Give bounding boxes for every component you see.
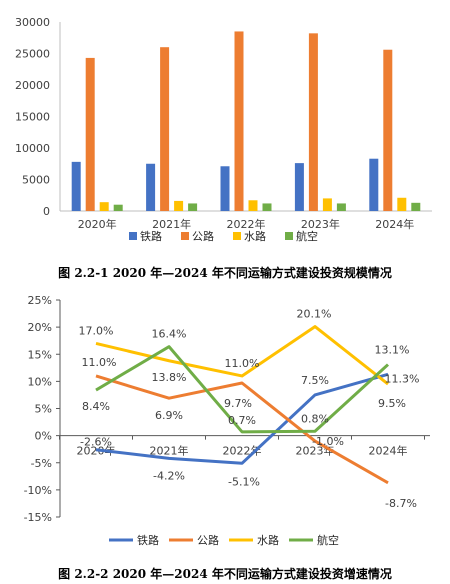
y-tick-label: 0% [35,430,52,443]
bar-水路-2020年 [99,202,109,211]
bar-公路-2022年 [234,31,244,212]
data-label-公路: 6.9% [155,409,183,422]
y-tick-label: 0 [43,205,50,218]
bar-铁路-2021年 [146,163,156,211]
y-tick-label: 15000 [15,111,50,124]
bar-水路-2021年 [174,200,184,211]
data-label-航空: 0.8% [301,412,329,425]
legend-label-公路: 公路 [197,534,219,547]
bar-水路-2022年 [248,200,258,211]
legend-label-铁路: 铁路 [137,534,159,547]
investment-growth-line-chart: -15%-10%-5%0%5%10%15%20%25%2020年 2021年 202… [24,294,430,547]
legend-swatch-公路 [181,232,189,240]
y-tick-label: -10% [24,484,52,497]
line-航空 [95,345,390,434]
x-tick-label: 2022年 [227,217,266,231]
bar-水路-2024年 [397,197,407,211]
bar-航空-2023年 [336,203,346,211]
figure-2-caption: 图 2.2-2 2020 年—2024 年不同运输方式建设投资增速情况 [58,567,392,581]
data-label-水路: 20.1% [297,308,332,321]
x-tick-label: 2024年 [369,444,408,458]
bar-航空-2022年 [262,203,272,211]
legend-label-航空: 航空 [296,229,318,243]
bar-公路-2021年 [160,47,170,212]
line-铁路 [95,372,389,465]
data-label-公路: 9.7% [224,397,252,410]
data-label-航空: 0.7% [228,414,256,427]
y-tick-label: 20000 [15,79,50,92]
y-tick-label: 15% [28,348,52,361]
x-tick-label: 2021年 [152,217,191,231]
x-tick-label: 2024年 [375,217,414,231]
data-label-公路: -8.7% [385,497,417,510]
bar-铁路-2022年 [220,166,230,211]
data-label-航空: 16.4% [152,328,187,341]
legend-label-水路: 水路 [257,534,279,547]
bar-航空-2024年 [411,202,421,211]
data-label-航空: 8.4% [82,400,110,413]
data-label-水路: 13.8% [152,371,187,384]
y-tick-label: 25% [28,294,52,307]
legend-label-公路: 公路 [192,230,214,243]
data-label-水路: 11.0% [225,357,260,370]
legend-label-水路: 水路 [244,230,266,243]
bar-铁路-2024年 [369,158,379,211]
x-tick-label: 2023年 [301,217,340,231]
y-tick-label: -5% [31,457,52,470]
bar-铁路-2023年 [294,163,304,211]
figure-1-caption: 图 2.2-1 2020 年—2024 年不同运输方式建设投资规模情况 [58,266,392,280]
y-tick-label: 10000 [15,142,50,155]
line-水路 [95,325,389,386]
y-tick-label: 25000 [15,48,50,61]
y-tick-label: 5000 [22,174,50,187]
data-label-铁路: 7.5% [301,374,329,387]
bar-铁路-2020年 [71,161,81,211]
y-tick-label: 30000 [15,16,50,29]
bar-航空-2021年 [188,203,198,211]
data-label-铁路: -5.1% [228,475,260,488]
x-tick-label: 2021年 [150,444,189,458]
data-label-公路: 11.0% [82,356,117,369]
y-tick-label: 5% [35,403,52,416]
data-label-航空: 13.1% [375,344,410,357]
data-label-水路: 17.0% [79,324,114,337]
data-label-铁路: -4.2% [153,469,185,482]
legend-swatch-水路 [233,232,241,240]
data-label-铁路: 11.3% [385,372,420,385]
bar-公路-2024年 [383,49,393,211]
data-label-公路: -1.0% [312,435,344,448]
data-label-水路: 9.5% [378,397,406,410]
data-label-铁路: -2.6% [80,436,112,449]
legend-swatch-铁路 [129,232,137,240]
legend-label-铁路: 铁路 [140,230,162,243]
line-公路 [95,374,389,485]
bar-航空-2020年 [113,204,123,211]
bar-公路-2020年 [85,57,95,211]
bar-公路-2023年 [308,33,318,212]
y-tick-label: 10% [28,375,52,388]
x-tick-label: 2020年 [78,217,117,231]
bar-水路-2023年 [322,198,332,211]
legend-swatch-航空 [285,232,293,240]
y-tick-label: -15% [24,511,52,524]
legend-label-航空: 航空 [317,533,339,547]
investment-scale-bar-chart: 0 5000 10000 15000 20000 25000 30000 2020年 2021年… [15,16,432,243]
y-tick-label: 20% [28,321,52,334]
